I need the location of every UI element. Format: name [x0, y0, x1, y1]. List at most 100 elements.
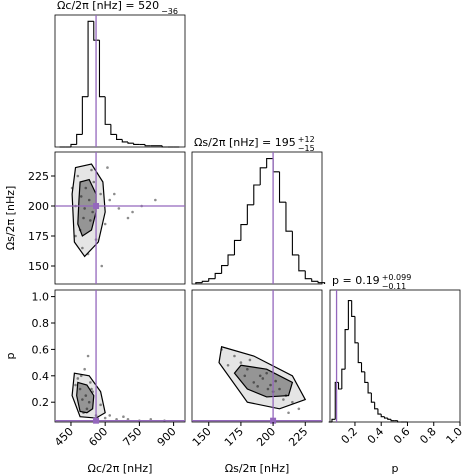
sample-point [154, 198, 157, 202]
histogram-step [98, 40, 106, 98]
y-tick-label: 225 [28, 170, 49, 183]
sample-point [108, 198, 112, 202]
sample-point [122, 415, 125, 419]
histogram-step [93, 21, 100, 41]
histogram-step [104, 96, 111, 125]
histogram-step [144, 144, 151, 147]
histogram-step [291, 231, 299, 256]
histogram-step [246, 204, 254, 225]
x-tick-label: 0.4 [365, 425, 387, 447]
sample-point [248, 358, 252, 362]
sample-point [282, 398, 285, 401]
x-tick-label: 0.6 [391, 425, 413, 447]
sample-point [291, 400, 294, 404]
histogram-step [81, 96, 89, 135]
histogram-step [272, 158, 280, 173]
histogram-step [377, 408, 382, 415]
sample-point [258, 374, 262, 378]
histogram-step [387, 418, 392, 420]
sample-point [84, 186, 88, 190]
title-sub: −15 [298, 144, 315, 153]
sample-point [112, 192, 116, 196]
histogram-step [337, 382, 342, 390]
truth-marker [93, 203, 100, 209]
x-tick-label: 600 [86, 425, 110, 449]
sample-point [85, 407, 89, 411]
x-tick-label: 200 [254, 425, 278, 449]
x-tick-label: 1.0 [444, 425, 466, 447]
histogram-step [76, 133, 83, 145]
x-axis-label: p [392, 462, 399, 474]
x-tick-label: 225 [286, 425, 310, 449]
sample-point [81, 398, 84, 401]
panel-frame [54, 14, 186, 148]
histogram-step [360, 362, 365, 373]
sample-point [246, 367, 249, 371]
histogram-step [351, 300, 355, 317]
x-axis-label: Ωc/2π [nHz] [88, 462, 153, 474]
sample-point [126, 216, 130, 220]
x-tick-label: 900 [155, 425, 179, 449]
histogram-step [116, 134, 123, 141]
sample-point [83, 367, 86, 371]
sample-point [297, 407, 301, 411]
x-tick-label: 0.8 [417, 425, 439, 447]
histogram-step [227, 254, 235, 266]
x-tick-label: 175 [222, 425, 246, 449]
x-tick-label: 750 [120, 425, 144, 449]
panel-frame [54, 289, 186, 423]
sample-point [226, 363, 230, 367]
x-tick-label: 0.2 [339, 425, 361, 447]
histogram-step [357, 342, 362, 364]
y-axis-label: Ωs/2π [nHz] [4, 186, 17, 251]
histogram-step [367, 382, 372, 394]
histogram-step [110, 124, 117, 135]
sample-point [81, 246, 84, 250]
contour [233, 364, 294, 398]
truth-marker [93, 417, 100, 424]
histogram-step [331, 418, 336, 422]
histogram-step [285, 202, 293, 232]
histogram-step [121, 139, 128, 143]
sample-point [99, 192, 102, 196]
sample-point [274, 379, 277, 383]
y-tick-label: 175 [28, 230, 49, 243]
panel-title: Ωs/2π [nHz] = 195 [194, 136, 296, 149]
sample-point [83, 207, 86, 210]
histogram-step [253, 184, 261, 205]
sample-point [252, 381, 256, 384]
histogram-step [233, 239, 241, 255]
sample-point [79, 195, 83, 198]
y-tick-label: 0.6 [32, 343, 50, 356]
sample-point [74, 234, 77, 238]
histogram-step [370, 392, 375, 403]
histogram-step [334, 381, 339, 420]
x-axis-label: Ωs/2π [nHz] [225, 462, 290, 474]
histogram-step [341, 368, 346, 389]
histogram-step [201, 280, 209, 283]
sample-point [99, 403, 102, 407]
sample-point [90, 168, 93, 172]
y-tick-label: 150 [28, 260, 49, 273]
sample-point [84, 394, 88, 397]
histogram-step [311, 278, 319, 282]
panel-frame [54, 151, 186, 285]
histogram-step [161, 145, 168, 148]
sample-point [91, 210, 94, 214]
sample-point [239, 361, 243, 364]
sample-point [265, 371, 268, 375]
sample-point [261, 377, 265, 380]
sample-point [92, 180, 96, 184]
contour [77, 178, 97, 237]
title-sub: −36 [161, 7, 178, 16]
y-tick-label: 0.2 [32, 396, 50, 409]
sample-point [117, 207, 121, 210]
histogram-step [208, 278, 216, 282]
sample-point [76, 174, 80, 178]
sample-point [87, 198, 91, 202]
y-tick-label: 200 [28, 200, 49, 213]
sample-point [76, 377, 80, 380]
sample-point [256, 385, 259, 388]
histogram-step [214, 272, 222, 279]
